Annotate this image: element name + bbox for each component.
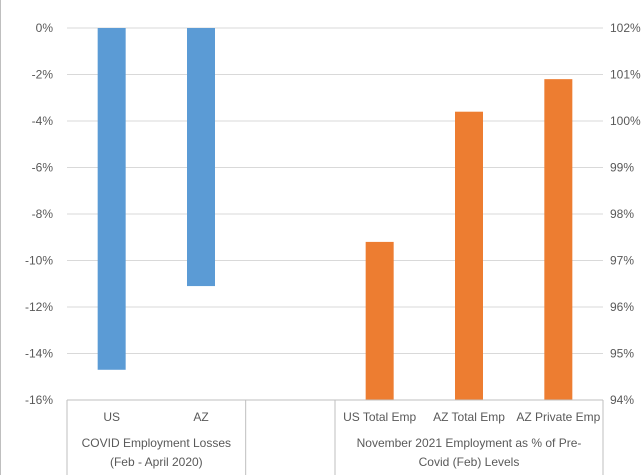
right-tick-label: 95% [610, 347, 634, 361]
gridlines [67, 27, 603, 354]
bars [97, 28, 573, 401]
bar [97, 28, 126, 370]
category-label: AZ [193, 410, 208, 424]
right-tick-label: 101% [610, 68, 641, 82]
right-tick-label: 96% [610, 300, 634, 314]
group-label: COVID Employment Losses [82, 436, 231, 450]
bar [365, 241, 394, 400]
bar [544, 79, 573, 401]
axes [66, 399, 604, 475]
category-label: US [103, 410, 120, 424]
group-label: November 2021 Employment as % of Pre- [357, 436, 582, 450]
group-label: (Feb - April 2020) [110, 455, 203, 469]
left-tick-label: -4% [32, 114, 54, 128]
left-tick-label: -6% [32, 161, 54, 175]
left-tick-label: -16% [25, 393, 53, 407]
labels: 0% -2% -4% -6% -8% -10% -12% -14% -16% 102% 101% 10… [25, 21, 641, 469]
category-label: US Total Emp [343, 410, 416, 424]
left-tick-label: -8% [32, 207, 54, 221]
bar [455, 111, 483, 400]
left-tick-label: -10% [25, 254, 53, 268]
group-label: Covid (Feb) Levels [419, 455, 520, 469]
left-tick-label: -2% [32, 68, 54, 82]
right-tick-label: 99% [610, 161, 634, 175]
left-tick-label: -14% [25, 347, 53, 361]
right-tick-label: 102% [610, 21, 641, 35]
bar [187, 28, 215, 287]
category-label: AZ Total Emp [433, 410, 505, 424]
left-tick-label: 0% [36, 21, 54, 35]
right-tick-label: 97% [610, 254, 634, 268]
category-label: AZ Private Emp [516, 410, 600, 424]
right-tick-label: 98% [610, 207, 634, 221]
left-tick-label: -12% [25, 300, 53, 314]
right-tick-label: 100% [610, 114, 641, 128]
right-tick-label: 94% [610, 393, 634, 407]
